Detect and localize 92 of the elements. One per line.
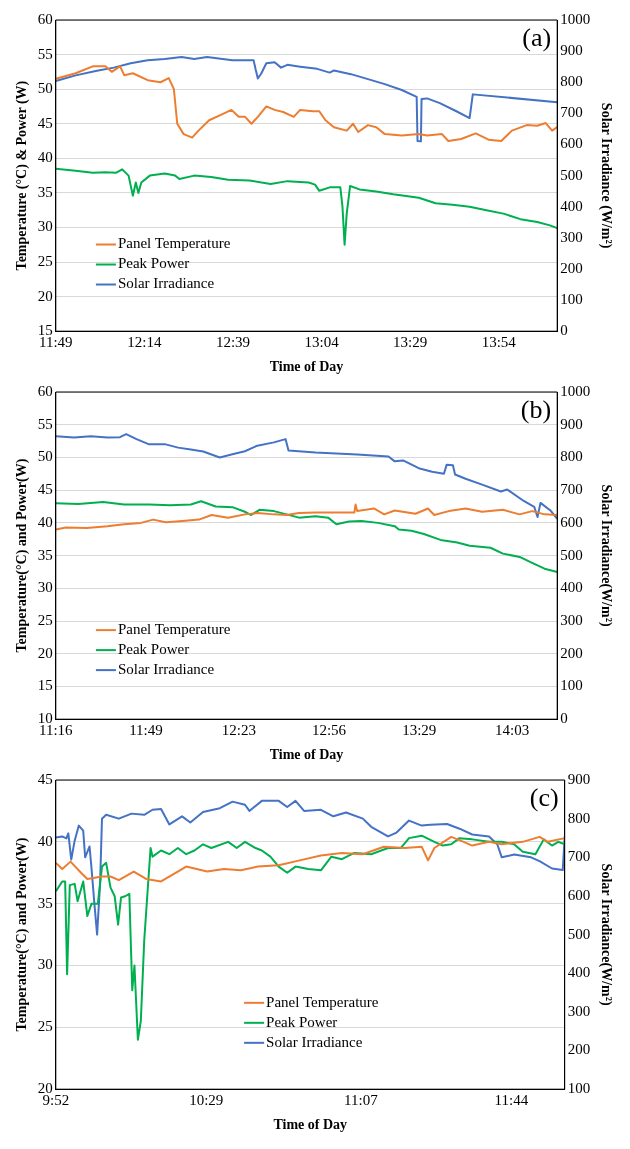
y-tick-label: 45 [37,114,53,131]
y2-tick-label: 300 [560,228,583,245]
legend-label: Solar Irradiance [117,661,215,678]
y2-tick-label: 100 [560,677,583,694]
x-tick-label: 10:29 [189,1092,224,1109]
y-axis-title: Temperature(°C) and Power(W) [14,837,31,1032]
y-tick-label: 25 [37,252,53,269]
annotation: (b) [520,394,552,424]
x-tick-label: 11:07 [344,1092,379,1109]
y2-axis-title: Solar Irradiance(W/m²) [597,863,614,1006]
x-tick-label: 11:44 [494,1092,529,1109]
y-tick-label: 35 [37,546,53,563]
x-tick-label: 9:52 [42,1092,70,1109]
legend-label: Solar Irradiance [117,275,215,292]
x-tick-label: 11:49 [38,334,73,351]
y-tick-label: 30 [37,956,53,973]
x-axis-title: Time of Day [273,1117,348,1133]
y-tick-label: 20 [37,287,53,304]
x-tick-label: 11:49 [129,722,163,739]
y-tick-label: 55 [37,415,53,432]
y-tick-label: 55 [37,45,53,62]
y2-tick-label: 300 [560,611,583,628]
annotation: (c) [529,782,559,812]
y-tick-label: 25 [37,611,53,628]
x-tick-label: 12:14 [127,334,162,351]
y2-tick-label: 900 [567,770,591,787]
legend-label: Peak Power [266,1013,338,1030]
y-tick-label: 20 [37,644,53,661]
y2-tick-label: 400 [560,579,583,596]
y-tick-label: 60 [37,10,53,27]
y-tick-label: 40 [37,513,53,530]
y-tick-label: 40 [37,832,53,849]
y2-tick-label: 500 [560,546,583,563]
y2-tick-label: 0 [560,710,568,727]
y-axis-title: Temperature(°C) and Power(W) [14,458,31,653]
y2-tick-label: 800 [560,73,583,90]
y-tick-label: 35 [37,183,53,200]
y2-tick-label: 1000 [560,382,591,399]
x-tick-label: 13:54 [481,334,517,351]
y2-tick-label: 100 [567,1080,591,1097]
y2-tick-label: 400 [567,964,591,981]
y2-axis-title: Solar Irradiance(W/m²) [597,484,614,627]
y2-tick-label: 200 [560,259,583,276]
y2-tick-label: 700 [560,104,583,121]
y2-tick-label: 900 [560,42,583,59]
legend-label: Solar Irradiance [266,1033,363,1050]
legend-label: Panel Temperature [117,621,231,638]
annotation: (a) [522,22,552,52]
legend-label: Panel Temperature [117,235,231,252]
y-tick-label: 15 [37,677,53,694]
y2-tick-label: 600 [560,513,583,530]
y-tick-label: 40 [37,149,53,166]
x-tick-label: 12:23 [221,722,256,739]
x-tick-label: 13:29 [393,334,428,351]
y2-tick-label: 800 [560,448,583,465]
y-tick-label: 50 [37,80,53,97]
y-tick-label: 60 [37,382,53,399]
y2-tick-label: 600 [560,135,583,152]
y2-tick-label: 0 [560,322,568,339]
y2-tick-label: 700 [560,481,583,498]
y2-tick-label: 400 [560,197,583,214]
y2-tick-label: 200 [567,1041,591,1058]
y2-tick-label: 700 [567,848,591,865]
y-tick-label: 25 [37,1018,53,1035]
y2-axis-title: Solar Irradiance (W/m²) [597,102,614,249]
y2-tick-label: 100 [560,291,583,308]
y-tick-label: 45 [37,770,53,787]
y2-tick-label: 800 [567,809,591,826]
y2-tick-label: 600 [567,886,591,903]
x-tick-label: 12:56 [311,722,347,739]
legend-label: Peak Power [117,255,190,272]
y2-tick-label: 200 [560,644,583,661]
y2-tick-label: 300 [567,1002,591,1019]
y2-tick-label: 500 [567,925,591,942]
y2-tick-label: 1000 [560,10,591,27]
x-tick-label: 13:29 [402,722,437,739]
y-tick-label: 50 [37,448,53,465]
x-axis-title: Time of Day [269,747,344,763]
x-tick-label: 11:16 [38,722,74,739]
y-axis-title: Temperature (°C) & Power (W) [14,80,31,271]
x-tick-label: 14:03 [495,722,530,739]
x-tick-label: 13:04 [304,334,340,351]
y-tick-label: 35 [37,894,53,911]
legend-label: Peak Power [117,641,190,658]
y2-tick-label: 500 [560,166,583,183]
y2-tick-label: 900 [560,415,583,432]
y-tick-label: 30 [37,579,53,596]
y-tick-label: 45 [37,481,53,498]
x-axis-title: Time of Day [269,359,344,375]
legend-label: Panel Temperature [266,993,379,1010]
x-tick-label: 12:39 [215,334,251,351]
y-tick-label: 30 [37,218,53,235]
